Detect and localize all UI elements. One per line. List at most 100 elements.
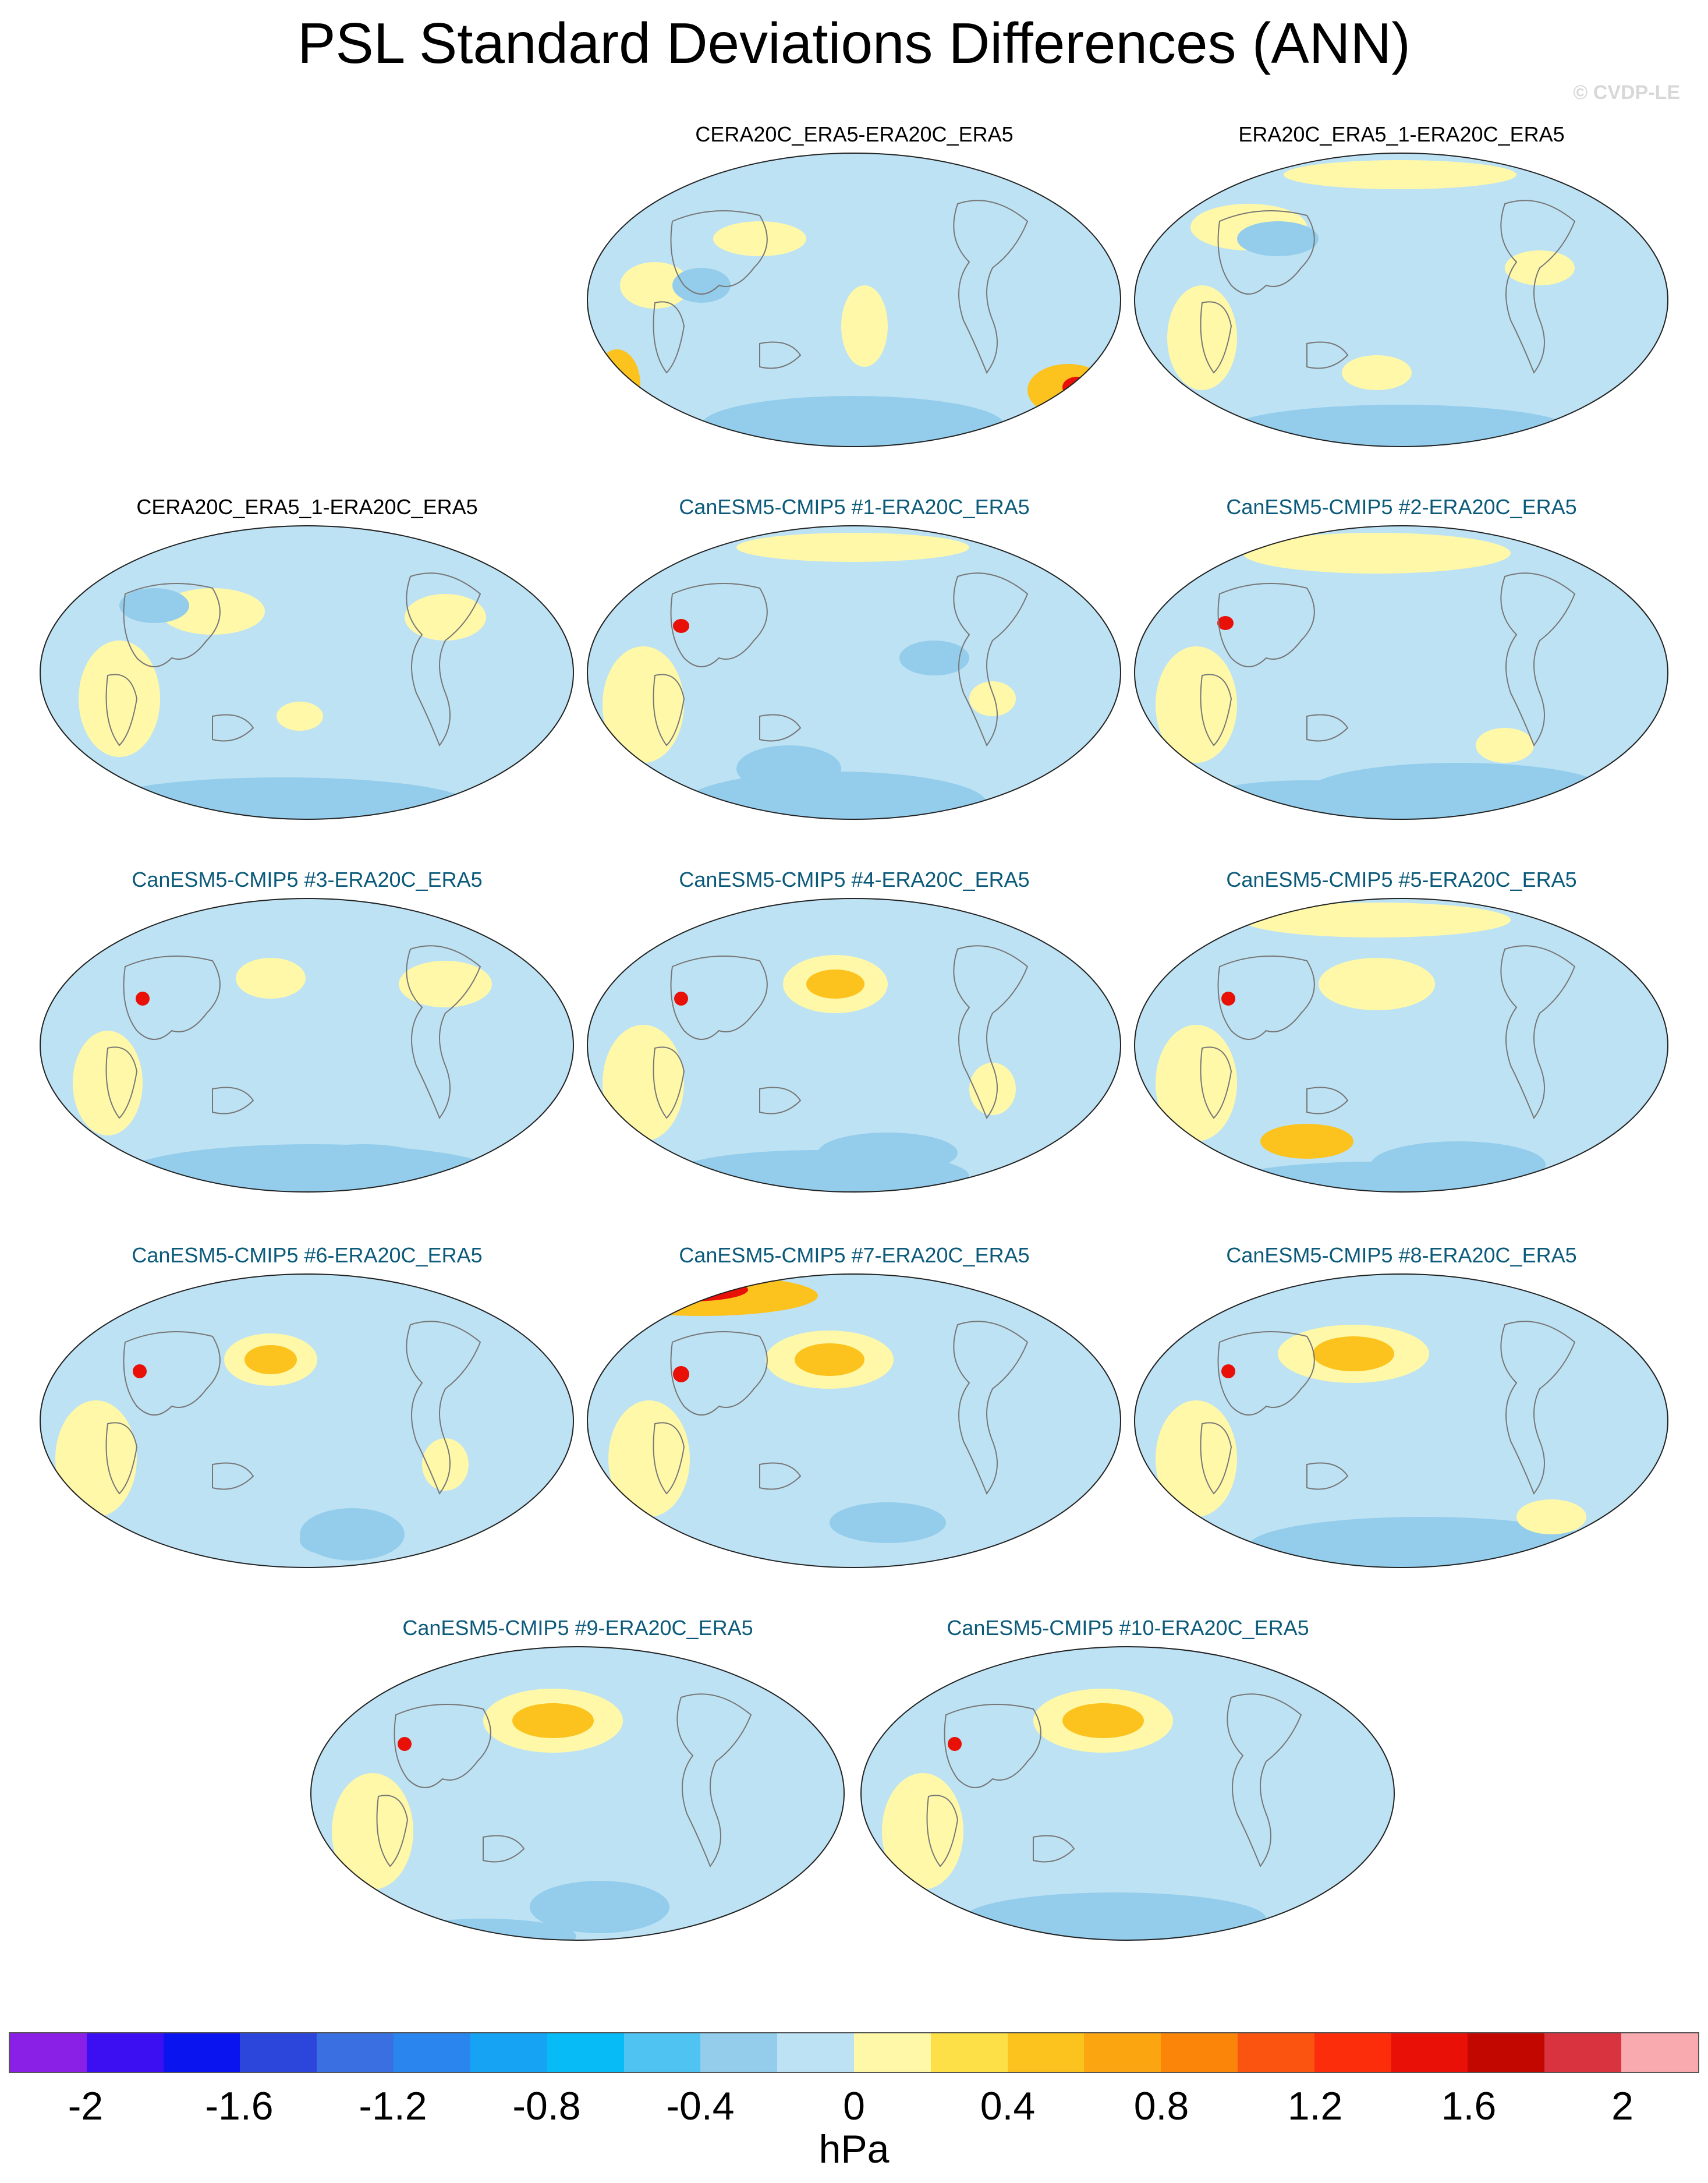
contour-region: [1237, 221, 1319, 256]
colorbar-tick-label: -0.4: [666, 2084, 735, 2128]
contour-region: [1062, 1703, 1144, 1738]
contour-region: [841, 285, 888, 367]
contour-region: [1516, 1499, 1586, 1534]
contour-region: [398, 1737, 412, 1751]
panel-title: CanESM5-CMIP5 #6-ERA20C_ERA5: [132, 1243, 483, 1267]
global-map: [40, 525, 574, 820]
panel-title: CanESM5-CMIP5 #4-ERA20C_ERA5: [679, 868, 1030, 891]
global-map: [1134, 1273, 1668, 1568]
contour-region: [1156, 1400, 1237, 1517]
map-outline: [587, 153, 1121, 447]
colorbar-tick-label: 2: [1611, 2084, 1633, 2128]
map-panel: CanESM5-CMIP5 #7-ERA20C_ERA5: [585, 1243, 1124, 1569]
global-map: [587, 898, 1121, 1193]
colorbar-swatch: [623, 2033, 701, 2072]
global-map: [40, 898, 574, 1193]
global-map: [1134, 525, 1668, 820]
global-map: [860, 1646, 1395, 1941]
contour-region: [133, 1364, 147, 1378]
contour-region: [244, 1345, 297, 1374]
colorbar-tick-label: -2: [68, 2084, 104, 2128]
colorbar-swatch: [1007, 2033, 1085, 2072]
colorbar-swatch: [10, 2033, 87, 2072]
contour-region: [136, 992, 150, 1006]
contour-region: [620, 262, 690, 309]
contour-region: [736, 533, 969, 562]
colorbar-swatch: [1544, 2033, 1622, 2072]
contour-region: [73, 1031, 143, 1135]
contour-region: [1260, 1124, 1353, 1159]
colorbar-swatch: [394, 2033, 470, 2072]
map-panel: CERA20C_ERA5-ERA20C_ERA5: [585, 122, 1124, 448]
colorbar-swatch: [1314, 2033, 1391, 2072]
contour-region: [882, 1773, 963, 1890]
figure-title: PSL Standard Deviations Differences (ANN…: [297, 11, 1411, 75]
global-map: [310, 1646, 845, 1941]
contour-region: [672, 268, 731, 303]
contour-region: [55, 1400, 137, 1517]
coastline: [105, 572, 481, 747]
contour-region: [969, 681, 1016, 716]
coastline: [1200, 945, 1576, 1120]
contour-region: [530, 1881, 669, 1933]
contour-region: [608, 1400, 690, 1517]
global-map: [587, 153, 1121, 447]
colorbar-tick-label: -1.2: [359, 2084, 427, 2128]
contour-region: [674, 992, 688, 1006]
contour-region: [1221, 992, 1235, 1006]
map-panel: CanESM5-CMIP5 #6-ERA20C_ERA5: [38, 1243, 576, 1569]
contour-region: [1156, 1025, 1237, 1141]
contour-region: [795, 1343, 864, 1376]
panel-title: CERA20C_ERA5-ERA20C_ERA5: [695, 122, 1014, 146]
colorbar-swatch: [1084, 2033, 1161, 2072]
colorbar-swatch: [547, 2033, 624, 2072]
colorbar-swatch: [1391, 2033, 1468, 2072]
map-outline: [860, 1646, 1395, 1941]
colorbar-tick-labels: -2 -1.6 -1.2 -0.8 -0.4 0 0.4 0.8 1.2 1.6 2: [9, 2083, 1699, 2130]
colorbar-swatch: [1238, 2033, 1314, 2072]
contour-region: [713, 221, 806, 256]
colorbar-swatch: [1468, 2033, 1545, 2072]
global-map: [1134, 898, 1668, 1193]
contour-region: [1243, 533, 1511, 574]
contour-region: [603, 1025, 684, 1141]
contour-region: [1225, 1162, 1528, 1192]
map-outline: [587, 898, 1121, 1193]
coastline: [653, 572, 1029, 747]
contour-region: [1313, 1336, 1394, 1371]
contour-region: [119, 588, 189, 623]
contour-region: [1156, 646, 1237, 763]
panel-title: CanESM5-CMIP5 #8-ERA20C_ERA5: [1226, 1243, 1577, 1267]
coastline: [1200, 1321, 1576, 1495]
coastline: [653, 945, 1029, 1120]
colorbar-swatch: [930, 2033, 1008, 2072]
global-map: [1134, 153, 1668, 447]
map-panel: ERA20C_ERA5_1-ERA20C_ERA5: [1132, 122, 1671, 448]
contour-region: [1027, 364, 1109, 416]
map-panel: CanESM5-CMIP5 #3-ERA20C_ERA5: [38, 868, 576, 1194]
panel-title: CanESM5-CMIP5 #7-ERA20C_ERA5: [679, 1243, 1030, 1267]
contour-region: [948, 1737, 962, 1751]
contour-region: [806, 970, 864, 999]
colorbar-tick-label: 1.6: [1441, 2084, 1497, 2128]
coastline: [105, 1321, 481, 1495]
colorbar-tick-label: 1.2: [1287, 2084, 1343, 2128]
panel-title: CanESM5-CMIP5 #10-ERA20C_ERA5: [947, 1616, 1309, 1640]
map-panel: CanESM5-CMIP5 #9-ERA20C_ERA5: [309, 1616, 847, 1942]
map-panel: CanESM5-CMIP5 #8-ERA20C_ERA5: [1132, 1243, 1671, 1569]
contour-region: [405, 594, 486, 641]
panel-title: CanESM5-CMIP5 #2-ERA20C_ERA5: [1226, 495, 1577, 519]
colorbar-tick-label: 0.8: [1133, 2084, 1189, 2128]
contour-region: [294, 1144, 434, 1185]
contour-region: [899, 641, 969, 675]
contour-region: [701, 396, 1004, 447]
colorbar: [9, 2032, 1699, 2073]
map-panel: CanESM5-CMIP5 #5-ERA20C_ERA5: [1132, 868, 1671, 1194]
contour-region: [399, 961, 492, 1007]
panel-title: ERA20C_ERA5_1-ERA20C_ERA5: [1238, 122, 1565, 146]
coastline: [376, 1693, 752, 1868]
contour-region: [1476, 728, 1534, 763]
colorbar-swatch: [1621, 2033, 1698, 2072]
panel-title: CERA20C_ERA5_1-ERA20C_ERA5: [136, 495, 478, 519]
